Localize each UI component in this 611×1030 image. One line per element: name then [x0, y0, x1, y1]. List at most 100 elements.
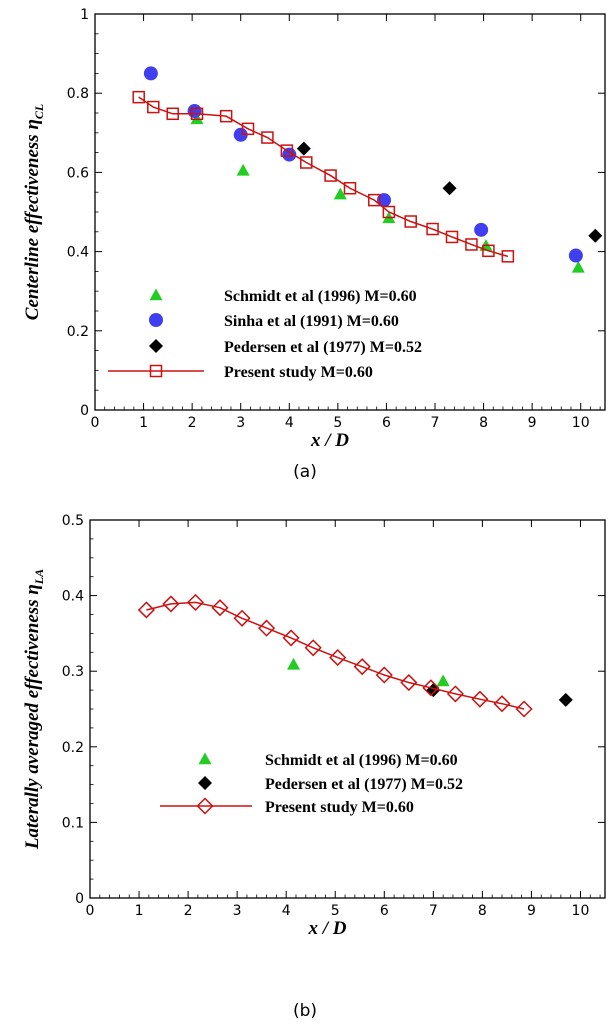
data-point-pedersen: [558, 692, 573, 707]
data-point-present: [501, 250, 515, 263]
data-point-present: [471, 690, 489, 708]
legend-marker-present: [149, 364, 163, 378]
data-point-present: [166, 107, 179, 121]
x-tick-label: 6: [382, 415, 391, 431]
data-point-sinha: [233, 127, 248, 142]
legend-marker-schmidt: [149, 288, 163, 301]
x-axis-label: x / D: [308, 918, 347, 939]
y-tick-label: 0.5: [62, 513, 84, 529]
data-point-present: [211, 599, 229, 617]
x-tick-label: 1: [139, 415, 148, 431]
x-tick-label: 3: [236, 415, 245, 431]
y-tick-label: 0.1: [62, 815, 84, 831]
y-tick-label: 0: [75, 891, 84, 907]
y-axis-label-subscript: CL: [32, 104, 46, 119]
x-tick-label: 9: [528, 415, 537, 431]
x-tick-label: 9: [527, 903, 536, 919]
y-tick-label: 0.6: [67, 165, 89, 181]
data-point-schmidt: [236, 163, 250, 176]
series-line-present: [146, 601, 525, 710]
data-point-present: [258, 619, 276, 637]
x-tick-label: 7: [429, 903, 438, 919]
data-point-pedersen: [588, 228, 603, 243]
data-point-present: [162, 595, 180, 613]
data-point-present: [446, 685, 464, 703]
legend-label: Present study M=0.60: [224, 364, 373, 381]
y-tick-label: 0.4: [62, 589, 84, 605]
x-tick-label: 5: [333, 415, 342, 431]
data-point-present: [404, 215, 417, 228]
legend-label: Present study M=0.60: [265, 799, 414, 816]
data-point-pedersen: [442, 181, 457, 196]
panel-label: (a): [293, 462, 317, 482]
x-tick-label: 1: [135, 903, 144, 919]
y-axis-label: Centerline effectiveness ηCL: [22, 104, 46, 320]
data-point-present: [515, 700, 533, 718]
series-line-present: [138, 96, 509, 258]
x-tick-label: 8: [479, 415, 488, 431]
plot-frame: [89, 519, 606, 899]
y-tick-label: 0.2: [67, 324, 89, 340]
y-axis-label-subscript: LA: [32, 569, 46, 585]
data-point-sinha: [187, 104, 202, 119]
legend-marker-schmidt: [198, 752, 212, 765]
x-tick-label: 6: [380, 903, 389, 919]
data-point-pedersen: [296, 141, 311, 156]
chart-panel-b: 0 1 2 3 4 5 6 7 8 9 10 0 0.1 0.2 0.3 0.4 0.5 x / D Lateral…: [22, 513, 606, 1021]
chart-panel-a: 0 1 2 3 4 5 6 7 8 9 10 0 0.2 0.4 0.6 0.8 1 x / D Centerlin…: [22, 7, 606, 482]
data-point-schmidt: [436, 674, 450, 687]
data-point-sinha: [143, 66, 158, 81]
data-point-present: [219, 109, 233, 123]
data-point-present: [382, 205, 396, 219]
legend-marker-sinha: [149, 313, 163, 327]
data-point-present: [400, 673, 418, 692]
data-point-present: [324, 169, 337, 182]
data-point-sinha: [568, 248, 583, 263]
data-point-present: [147, 100, 160, 114]
data-point-present: [132, 90, 145, 104]
data-point-present: [137, 601, 155, 619]
y-tick-label: 0.2: [62, 740, 84, 756]
x-tick-label: 0: [91, 415, 100, 431]
data-point-present: [353, 658, 371, 676]
data-point-present: [241, 122, 255, 136]
legend-label: Sinha et al (1991) M=0.60: [224, 313, 399, 330]
data-point-present: [375, 666, 393, 684]
x-tick-label: 2: [188, 415, 197, 431]
y-tick-label: 0.8: [67, 86, 89, 102]
y-tick-label: 0: [80, 403, 89, 419]
x-axis-label: x / D: [310, 430, 349, 451]
x-tick-label: 4: [285, 415, 294, 431]
y-tick-label: 0.4: [67, 245, 89, 261]
data-point-present: [280, 144, 294, 157]
panel-label: (b): [293, 1001, 317, 1021]
y-tick-label: 0.3: [62, 664, 84, 680]
data-point-schmidt: [190, 112, 204, 125]
data-point-present: [304, 639, 322, 657]
x-tick-label: 4: [282, 903, 291, 919]
data-point-present: [465, 238, 478, 251]
y-tick-label: 1: [80, 7, 89, 23]
x-tick-label: 0: [86, 903, 95, 919]
data-point-present: [426, 222, 439, 236]
legend-label: Schmidt et al (1996) M=0.60: [224, 288, 417, 305]
data-point-present: [261, 131, 274, 144]
x-tick-label: 10: [572, 415, 590, 431]
data-point-present: [422, 679, 440, 697]
data-point-present: [329, 649, 347, 667]
data-point-present: [493, 695, 511, 713]
data-point-present: [445, 230, 459, 244]
legend-marker-present: [196, 797, 214, 815]
x-tick-label: 7: [431, 415, 440, 431]
x-tick-label: 5: [331, 903, 340, 919]
legend-label: Pedersen et al (1977) M=0.52: [265, 776, 463, 793]
x-tick-label: 2: [184, 903, 193, 919]
data-point-present: [282, 629, 300, 647]
x-tick-label: 3: [233, 903, 242, 919]
legend-marker-pedersen: [198, 776, 212, 790]
legend-label: Pedersen et al (1977) M=0.52: [224, 339, 422, 356]
data-point-present: [343, 181, 357, 195]
data-point-present: [233, 609, 251, 627]
legend-label: Schmidt et al (1996) M=0.60: [265, 752, 458, 769]
